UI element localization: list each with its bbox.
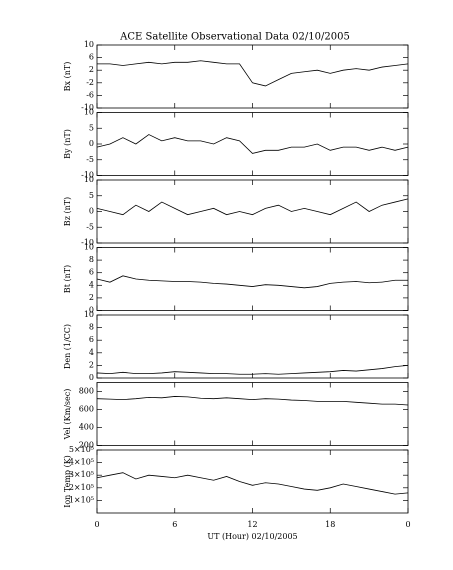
y-tick-label: 10 xyxy=(84,175,94,184)
y-tick-label: 600 xyxy=(79,405,94,414)
panel-frame xyxy=(96,247,409,311)
y-axis-label: Bx (nT) xyxy=(63,62,72,92)
y-tick-label: 3×10⁵ xyxy=(69,470,94,479)
y-tick-label: 0 xyxy=(89,373,94,382)
y-tick-label: -10 xyxy=(81,238,94,247)
y-tick-label: -5 xyxy=(86,155,94,164)
data-line xyxy=(96,396,409,406)
y-tick-label: 200 xyxy=(79,441,94,450)
data-line xyxy=(96,198,409,216)
y-tick-label: 0 xyxy=(89,139,94,148)
y-tick-label: -10 xyxy=(81,171,94,180)
y-tick-label: 2 xyxy=(89,360,94,369)
y-tick-label: 6 xyxy=(89,53,94,62)
y-tick-label: 2×10⁵ xyxy=(69,483,94,492)
data-line xyxy=(96,365,409,375)
y-tick-label: -10 xyxy=(81,103,94,112)
data-line xyxy=(96,472,409,495)
y-axis-label: Ion Temp (K) xyxy=(63,455,72,508)
panel-frame xyxy=(96,382,409,446)
y-axis-label: Bz (nT) xyxy=(63,197,72,226)
y-tick-label: 2 xyxy=(89,293,94,302)
y-tick-label: 5 xyxy=(89,191,94,200)
x-tick-label: 6 xyxy=(172,520,177,529)
y-axis-label: By (nT) xyxy=(63,129,72,159)
y-tick-label: 6 xyxy=(89,335,94,344)
x-tick-label: 12 xyxy=(247,520,257,529)
y-tick-label: 4 xyxy=(89,280,94,289)
y-tick-label: 0 xyxy=(89,306,94,315)
panel-frame xyxy=(96,44,409,109)
y-tick-label: 1×10⁵ xyxy=(69,495,94,504)
x-tick-label: 18 xyxy=(325,520,335,529)
y-tick-label: 4 xyxy=(89,348,94,357)
chart-title: ACE Satellite Observational Data 02/10/2… xyxy=(119,32,350,43)
data-line xyxy=(97,60,409,87)
y-tick-label: 6 xyxy=(89,268,94,277)
y-tick-label: 2 xyxy=(89,65,94,74)
y-tick-label: 800 xyxy=(79,387,94,396)
y-tick-label: -2 xyxy=(86,78,94,87)
y-tick-label: 10 xyxy=(84,40,94,49)
y-tick-label: 0 xyxy=(89,207,94,216)
y-axis-label: Bt (nT) xyxy=(63,265,72,293)
y-axis-label: Vel (Km/sec) xyxy=(63,389,72,441)
y-tick-label: 8 xyxy=(89,255,94,264)
y-axis-label: Den (1/CC) xyxy=(63,324,72,369)
y-tick-label: 4×10⁵ xyxy=(69,458,94,467)
y-tick-label: 10 xyxy=(84,310,94,319)
data-line xyxy=(96,134,409,154)
y-tick-label: 400 xyxy=(79,423,94,432)
y-tick-label: 10 xyxy=(84,108,94,117)
data-line xyxy=(96,275,408,289)
panel-frame xyxy=(96,314,409,379)
y-tick-label: -5 xyxy=(86,222,94,231)
x-tick-label: 0 xyxy=(94,520,99,529)
y-tick-label: 5 xyxy=(89,123,94,132)
x-tick-label: 0 xyxy=(405,520,410,529)
x-axis-label: UT (Hour) 02/10/2005 xyxy=(207,532,297,541)
panel-frame xyxy=(96,449,409,514)
y-tick-label: -6 xyxy=(86,90,94,99)
panel-frame xyxy=(96,112,409,176)
y-tick-label: 8 xyxy=(89,323,94,332)
y-tick-label: 5×10⁵ xyxy=(69,445,94,454)
y-tick-label: 10 xyxy=(84,243,94,252)
panel-frame xyxy=(96,179,409,244)
